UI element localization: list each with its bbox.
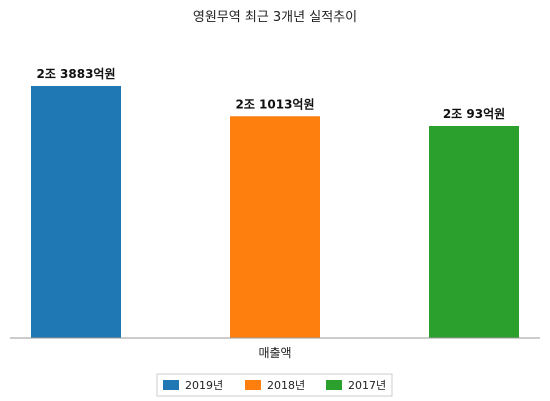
data-label: 2조 93억원 [443, 107, 505, 121]
legend-label: 2017년 [348, 379, 386, 392]
bar-2017년 [429, 125, 519, 338]
legend: 2019년 2018년 2017년 [156, 373, 393, 397]
legend-swatch [163, 380, 179, 390]
chart-title: 영원무역 최근 3개년 실적추이 [193, 10, 357, 25]
legend-items: 2019년 2018년 2017년 [163, 379, 386, 392]
data-label: 2조 1013억원 [235, 97, 314, 111]
data-label: 2조 3883억원 [36, 67, 115, 81]
data-labels-group: 2조 3883억원 2조 1013억원 2조 93억원 [36, 67, 505, 121]
x-axis-label: 매출액 [258, 346, 291, 360]
legend-frame [156, 373, 393, 397]
legend-swatch [245, 380, 261, 390]
bar-2018년 [230, 116, 320, 339]
legend-label: 2019년 [185, 379, 223, 392]
bar-2019년 [31, 86, 121, 338]
legend-label: 2018년 [267, 379, 305, 392]
bars-group [31, 86, 519, 339]
legend-swatch [326, 380, 342, 390]
